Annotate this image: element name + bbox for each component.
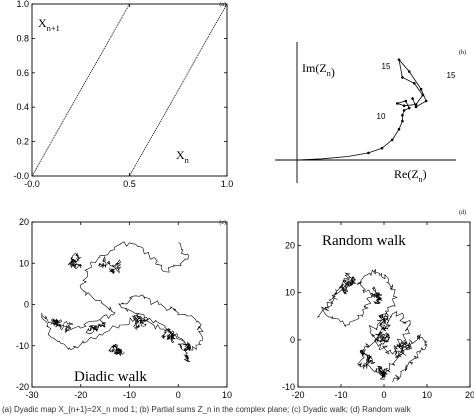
x-tick-label: 10 — [222, 390, 232, 400]
x-axis-label: Xn — [176, 148, 190, 165]
partial-sum-point — [397, 58, 401, 61]
partial-sum-point — [419, 87, 423, 91]
y-tick-label: -10 — [282, 382, 295, 392]
y-tick-label: 0 — [24, 300, 29, 310]
x-tick-label: 0 — [381, 390, 386, 400]
point-label: 15 — [447, 71, 456, 80]
x-tick-label: 0.5 — [123, 179, 136, 189]
random-walk-cluster — [340, 276, 357, 295]
y-tick-label: -20 — [16, 382, 29, 392]
partial-sum-path — [296, 58, 427, 161]
y-tick-label: -0.0 — [13, 171, 29, 181]
partial-sum-point — [401, 113, 404, 117]
figure-caption: (a) Dyadic map X_{n+1}=2X_n mod 1; (b) P… — [2, 405, 411, 414]
dyadic-walk-cluster — [98, 256, 122, 275]
y-tick-label: 10 — [285, 288, 295, 298]
random-walk-cluster — [394, 340, 412, 358]
x-tick-label: -10 — [334, 390, 347, 400]
partial-sum-point — [396, 102, 399, 105]
dyadic-walk-path — [41, 241, 204, 351]
partial-sum-point — [402, 109, 406, 112]
panel-c-title: Diadic walk — [74, 369, 147, 385]
x-tick-label: 20 — [465, 390, 474, 400]
x-tick-label: -0.0 — [24, 179, 40, 189]
partial-sum-point — [411, 97, 414, 100]
map-branch-line — [129, 3, 228, 177]
partial-sum-point — [414, 103, 418, 106]
x-tick-label: 0 — [176, 390, 181, 400]
random-walk-path — [317, 268, 428, 383]
partial-sum-point — [421, 93, 425, 97]
y-tick-label: 1.0 — [16, 0, 29, 9]
y-tick-label: 10 — [19, 258, 29, 268]
partial-sum-point — [401, 119, 404, 123]
panel-frame — [31, 3, 228, 177]
x-tick-label: 10 — [422, 390, 432, 400]
partial-sum-point — [414, 105, 418, 109]
map-branch-line — [31, 3, 130, 177]
partial-sum-point — [407, 70, 411, 73]
y-tick-label: 20 — [19, 217, 29, 227]
y-tick-label: 0.6 — [16, 68, 29, 78]
panel-a: (a) -0.0 0.5 1.0 -0.0 0.2 0.4 0.6 0.8 1.0 Xn+1 Xn — [13, 0, 233, 189]
y-tick-label: 0.4 — [16, 102, 29, 112]
random-walk-cluster — [378, 311, 391, 332]
dyadic-walk-cluster — [85, 319, 106, 335]
dyadic-walk-cluster — [177, 341, 192, 362]
y-axis-label: Im(Zn) — [302, 61, 335, 79]
panel-b: (b) Im(Zn) Re(Zn) 15 15 10 — [275, 42, 466, 184]
random-walk-cluster — [370, 286, 383, 305]
y-tick-label: 0.2 — [16, 137, 29, 147]
partial-sum-point — [401, 76, 404, 79]
panel-a-label: (a) — [219, 1, 226, 8]
point-label: 10 — [377, 112, 386, 121]
partial-sum-point — [413, 82, 416, 85]
partial-sum-point — [424, 99, 428, 103]
dyadic-walk-cluster — [132, 313, 149, 330]
dyadic-walk-cluster — [161, 328, 177, 344]
x-tick-label: -20 — [291, 390, 304, 400]
x-tick-label: -30 — [25, 390, 38, 400]
y-tick-label: 20 — [285, 241, 295, 251]
y-axis-label: Xn+1 — [38, 16, 60, 33]
random-walk-cluster — [374, 331, 391, 345]
point-label: 15 — [382, 62, 391, 71]
panel-c-label: (c) — [219, 219, 226, 226]
partial-sum-point — [390, 138, 394, 142]
y-tick-label: -10 — [16, 341, 29, 351]
y-tick-label: 0 — [290, 335, 295, 345]
partial-sum-point — [404, 99, 408, 103]
dyadic-walk-cluster — [67, 252, 82, 270]
panel-frame — [31, 221, 228, 388]
panel-d-label: (d) — [459, 209, 466, 216]
x-tick-label: -20 — [74, 390, 87, 400]
panel-d-title: Random walk — [322, 233, 406, 249]
random-walk-cluster — [357, 348, 376, 370]
partial-sum-point — [402, 104, 406, 107]
dyadic-walk-cluster — [50, 318, 73, 334]
partial-sum-point — [407, 106, 411, 110]
y-tick-label: 0.8 — [16, 33, 29, 43]
x-tick-label: -10 — [123, 390, 136, 400]
partial-sum-point — [367, 151, 370, 155]
random-walk-cluster — [376, 365, 389, 379]
dyadic-walk-cluster — [108, 343, 125, 357]
x-axis-label-text: Re(Zn) — [394, 167, 427, 184]
x-tick-label: 1.0 — [221, 179, 234, 189]
partial-sum-point — [397, 128, 401, 131]
partial-sum-point — [380, 146, 384, 150]
panel-b-label: (b) — [459, 49, 466, 56]
